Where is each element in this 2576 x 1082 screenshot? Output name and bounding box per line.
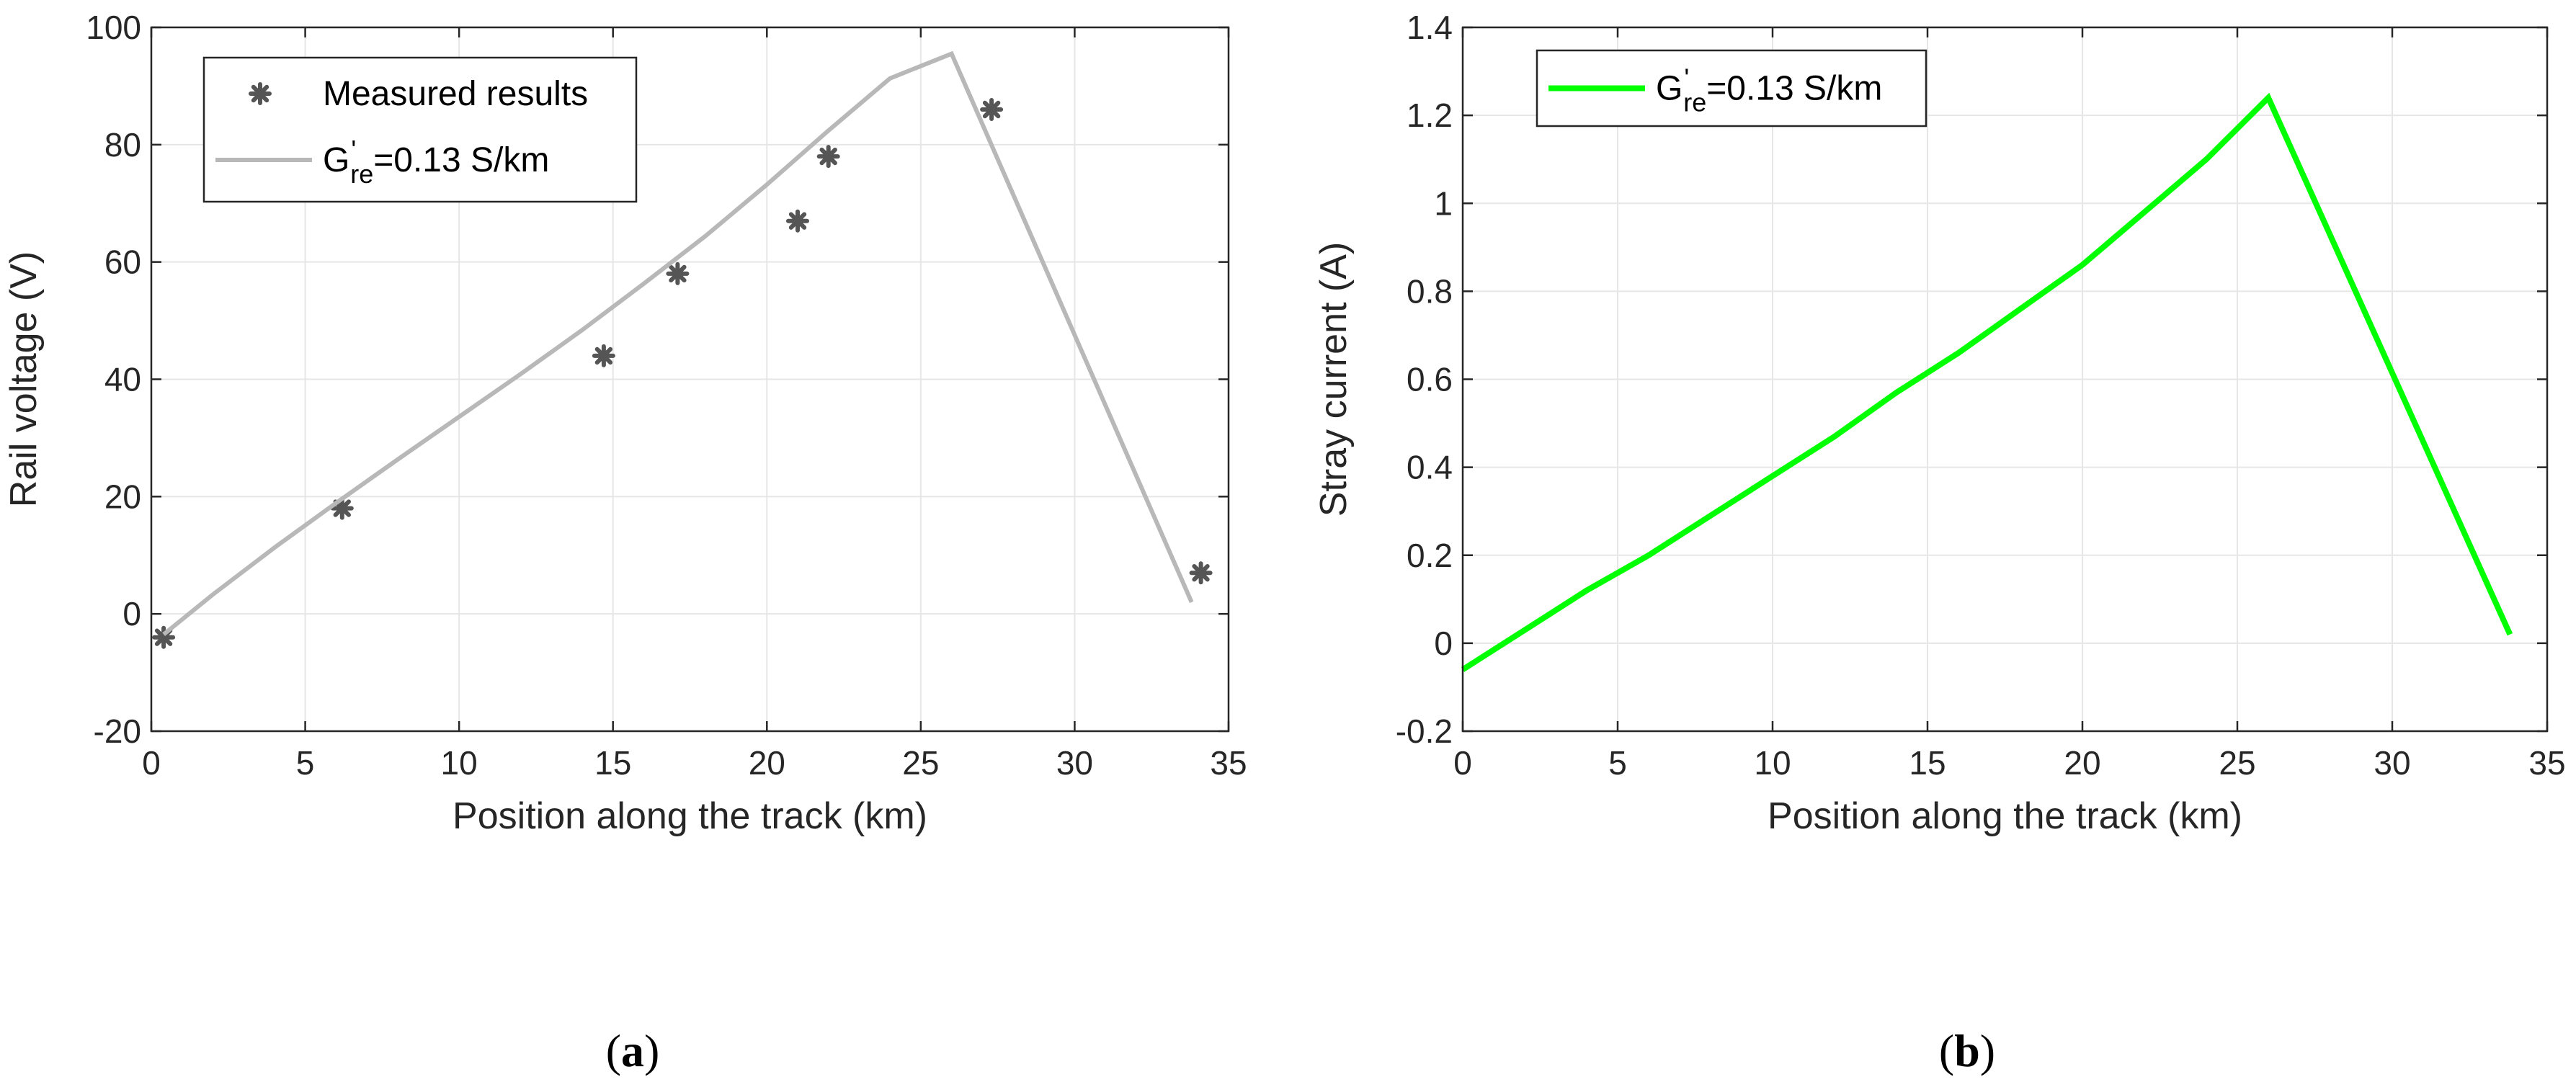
legend-label: G' re=0.13 S/km — [1656, 63, 1882, 117]
caption-open: ( — [1939, 1025, 1954, 1076]
y-tick-label: 1.2 — [1407, 97, 1453, 134]
y-tick-label: 100 — [86, 9, 141, 46]
legend-label-rest: =0.13 S/km — [1706, 70, 1882, 108]
x-tick-label: 30 — [2374, 744, 2410, 782]
y-tick-label: 0 — [1434, 625, 1453, 662]
panel-caption: (a) — [606, 1025, 660, 1076]
x-tick-label: 0 — [142, 744, 161, 782]
caption-letter: b — [1954, 1025, 1980, 1076]
x-tick-label: 10 — [1754, 744, 1791, 782]
y-tick-label: 20 — [104, 478, 141, 515]
x-tick-label: 30 — [1056, 744, 1093, 782]
x-tick-label: 5 — [296, 744, 315, 782]
y-tick-label: 0 — [122, 595, 141, 632]
y-tick-label: 80 — [104, 126, 141, 164]
y-tick-label: -20 — [94, 712, 141, 750]
legend-label: G' re=0.13 S/km — [323, 135, 549, 189]
x-tick-label: 15 — [1909, 744, 1946, 782]
data-point — [592, 344, 615, 367]
legend-label-sup: ' — [1684, 63, 1689, 93]
x-tick-label: 20 — [749, 744, 785, 782]
caption-letter: a — [621, 1025, 644, 1076]
x-tick-label: 35 — [2528, 744, 2565, 782]
panel-caption: (b) — [1939, 1025, 1995, 1076]
legend-box — [202, 56, 638, 203]
data-point — [330, 496, 354, 520]
y-tick-label: 60 — [104, 243, 141, 281]
y-tick-label: 1 — [1434, 184, 1453, 222]
caption-close: ) — [1980, 1025, 1995, 1076]
caption-open: ( — [606, 1025, 621, 1076]
x-axis-label: Position along the track (km) — [453, 795, 927, 837]
legend: G' re=0.13 S/km — [1536, 49, 1927, 128]
y-axis-label: Rail voltage (V) — [3, 251, 45, 507]
legend-label-base: G — [323, 141, 349, 179]
legend-label-base: G — [1656, 70, 1683, 108]
y-tick-label: 40 — [104, 361, 141, 398]
x-tick-label: 35 — [1210, 744, 1247, 782]
legend-label-sub: re — [350, 159, 373, 189]
x-tick-label: 25 — [2219, 744, 2255, 782]
y-tick-label: 0.4 — [1407, 449, 1453, 486]
x-tick-label: 5 — [1608, 744, 1627, 782]
x-tick-label: 10 — [441, 744, 478, 782]
panel-b: 0 5 10 15 20 25 30 35-0.200.20.40.60.811.21.4Po… — [1313, 9, 2566, 1076]
x-axis-label: Position along the track (km) — [1768, 795, 2242, 837]
x-tick-label: 15 — [594, 744, 631, 782]
series-line — [1461, 92, 2513, 672]
legend: Measured results G' re=0.13 S/km — [202, 56, 638, 203]
x-tick-label: 0 — [1453, 744, 1472, 782]
y-tick-label: -0.2 — [1396, 712, 1453, 750]
data-point — [152, 625, 176, 649]
data-point — [1189, 561, 1213, 585]
x-tick-label: 25 — [902, 744, 939, 782]
y-tick-label: 0.8 — [1407, 272, 1453, 310]
caption-close: ) — [644, 1025, 659, 1076]
y-tick-label: 0.2 — [1407, 537, 1453, 574]
series-line — [162, 50, 1194, 637]
x-tick-label: 20 — [2064, 744, 2100, 782]
legend-label: Measured results — [323, 75, 588, 113]
legend-label-sub: re — [1683, 88, 1706, 117]
y-axis-label: Stray current (A) — [1313, 242, 1355, 517]
legend-label-sup: ' — [351, 135, 356, 164]
legend-marker — [249, 82, 272, 105]
data-point — [786, 209, 809, 233]
data-point — [816, 145, 840, 169]
data-point — [980, 98, 1004, 121]
data-point — [666, 261, 690, 285]
legend-label-rest: =0.13 S/km — [373, 141, 549, 179]
y-tick-label: 0.6 — [1407, 361, 1453, 398]
y-tick-label: 1.4 — [1407, 9, 1453, 46]
